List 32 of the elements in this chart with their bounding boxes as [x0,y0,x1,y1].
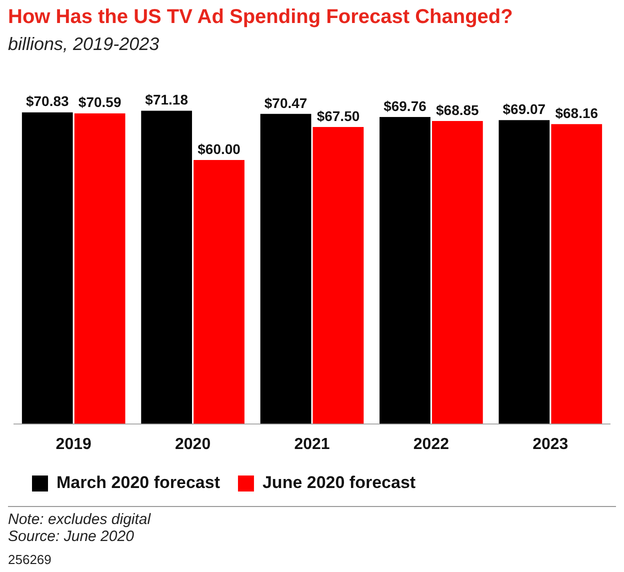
source-note: Source: June 2020 [8,528,135,545]
text: Note: excludes digital [8,511,152,528]
data-label: $70.47 [264,94,308,111]
data-label: $67.50 [316,108,360,124]
x-tick-label: 2023 [532,436,568,453]
bar [498,120,550,424]
bar [194,160,244,424]
bar [380,117,430,424]
bar [312,126,364,424]
data-label: $70.83 [26,93,69,110]
bar [551,124,602,424]
x-tick-label: 2021 [294,436,330,453]
chart-subtitle: billions, 2019-2023 [8,34,160,55]
x-tick-label: 2019 [56,436,92,453]
data-label: $70.59 [78,94,122,110]
x-tick-label: 2022 [413,436,450,453]
x-tick-label: 2020 [175,436,211,453]
data-label: $68.16 [555,104,598,121]
legend-label: June 2020 forecast [262,473,416,492]
text: 256269 [8,552,52,567]
data-label: $68.85 [436,102,480,118]
data-label: $69.07 [502,100,546,117]
chart-title: How Has the US TV Ad Spending Forecast Changed? [8,6,513,29]
data-label: $69.76 [384,98,427,114]
bar [141,110,192,424]
data-label: $60.00 [198,140,241,157]
legend-label: March 2020 forecast [56,473,220,492]
data-label: $71.18 [145,92,188,108]
bar [74,113,126,424]
bar [432,121,483,424]
bar [22,112,73,424]
bar [260,114,312,424]
